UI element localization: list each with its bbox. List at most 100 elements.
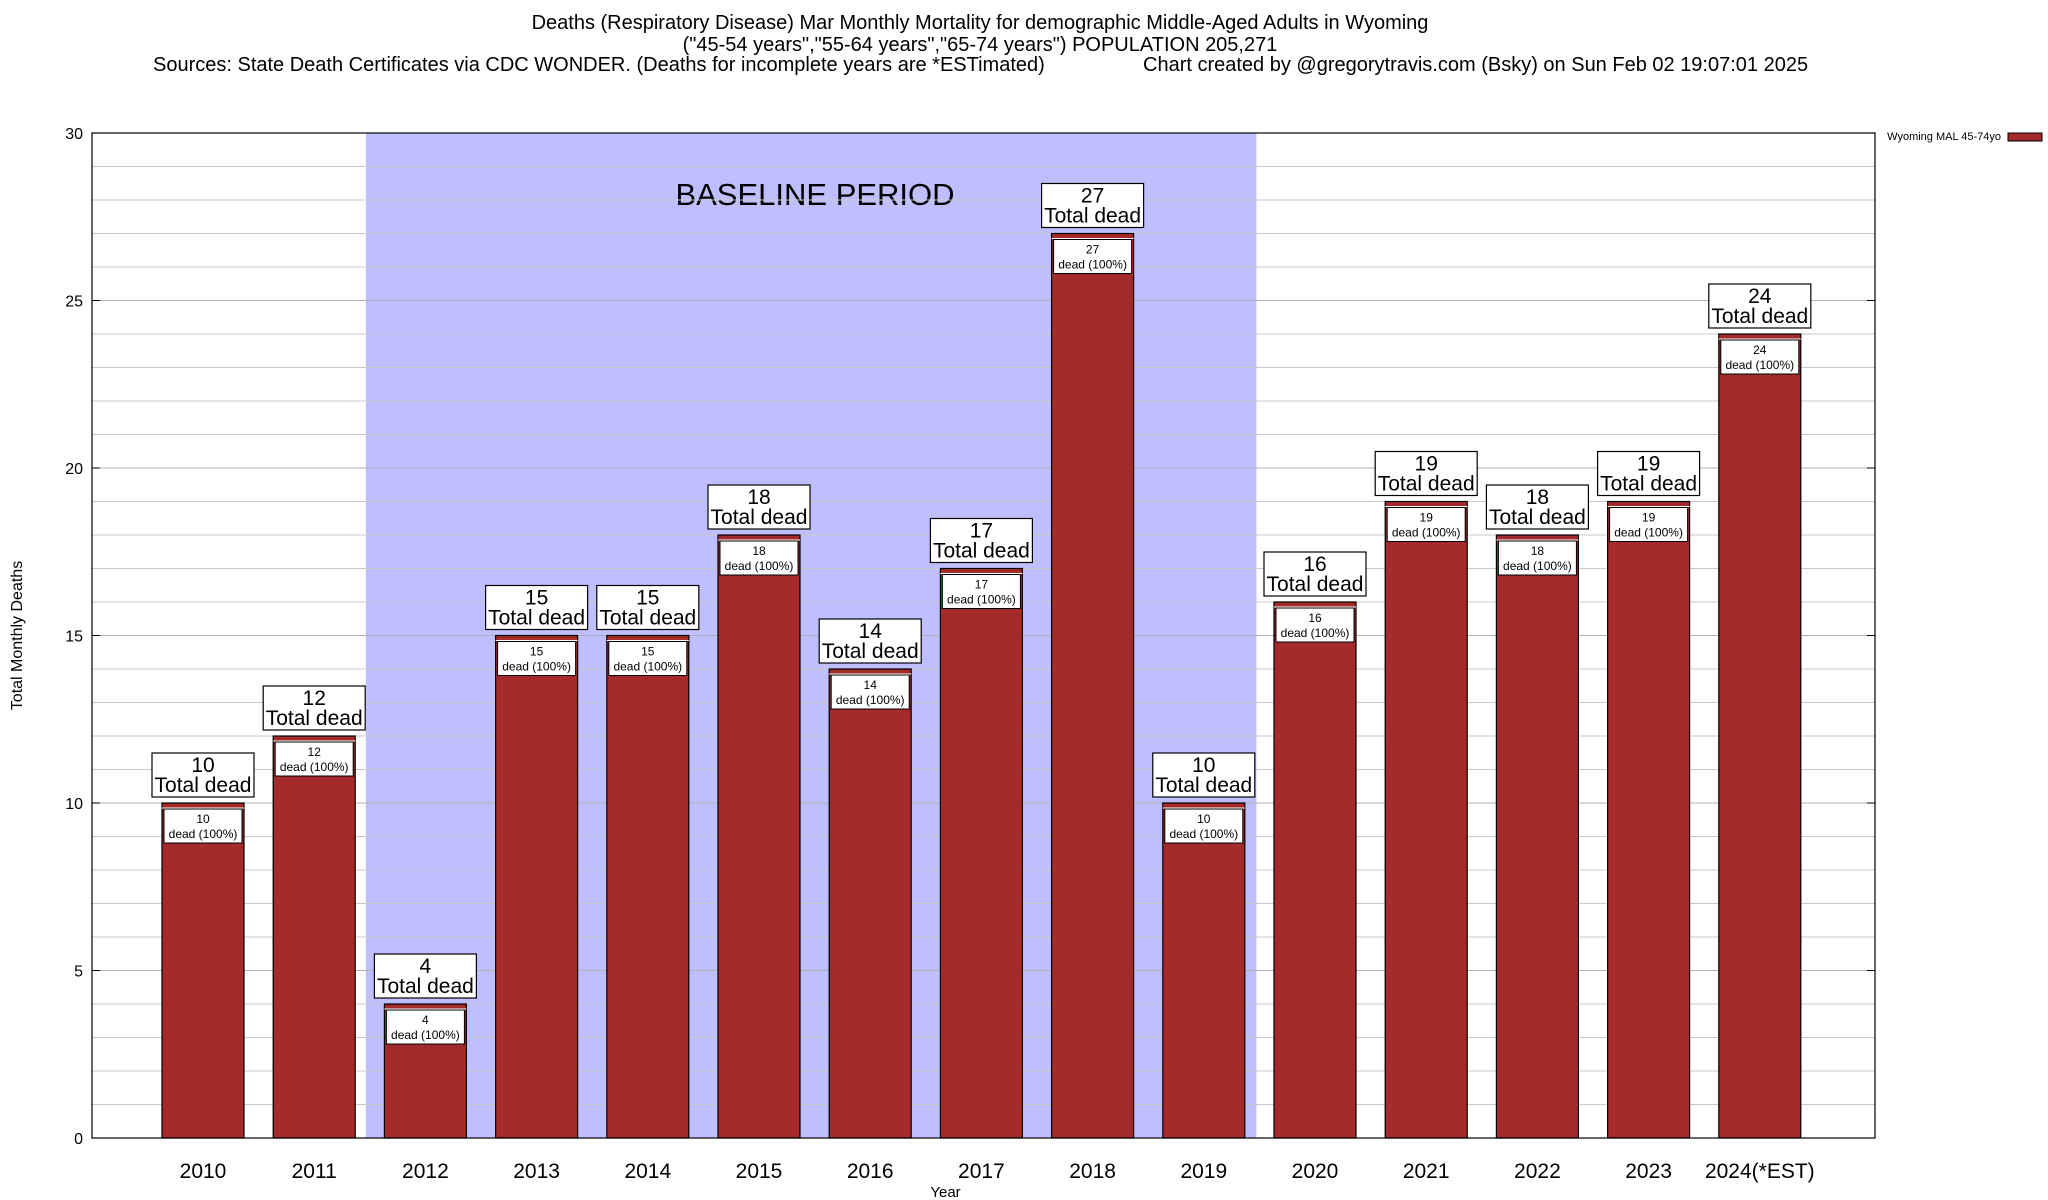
total-label-text: Total dead <box>822 640 919 663</box>
inner-label-text: dead (100%) <box>836 693 905 707</box>
bar <box>828 668 912 1139</box>
total-label-text: Total dead <box>266 707 363 730</box>
total-label-text: Total dead <box>599 607 696 630</box>
inner-label-text: dead (100%) <box>1614 526 1683 540</box>
bars <box>161 232 1802 1139</box>
total-label-box <box>262 685 366 731</box>
axes: 2010 2011 2012 2013 2014 2015 2016 2017 2018 2019… <box>9 126 1876 1200</box>
y-tick-label: 15 <box>65 629 83 646</box>
x-tick-label: 2014 <box>624 1160 671 1183</box>
y-tick-label: 5 <box>74 964 83 981</box>
bar <box>1273 601 1357 1139</box>
bar <box>1050 232 1135 1139</box>
bar <box>717 534 801 1139</box>
total-label-value: 15 <box>636 587 659 610</box>
total-label-box <box>1040 182 1145 229</box>
total-label-value: 24 <box>1748 285 1772 308</box>
total-label-value: 14 <box>859 620 883 643</box>
inner-label-text: dead (100%) <box>1392 526 1461 540</box>
x-tick-label: 2013 <box>513 1160 560 1183</box>
inner-label-value: 18 <box>1531 544 1545 558</box>
y-axis-title: Total Monthly Deaths <box>9 561 26 710</box>
inner-label-box <box>830 674 910 710</box>
chart-credit: Chart created by @gregorytravis.com (Bsk… <box>1143 54 1809 76</box>
total-label-text: Total dead <box>1600 473 1697 496</box>
legend-swatch <box>2007 132 2043 142</box>
inner-label-value: 27 <box>1086 243 1100 257</box>
total-label-box <box>151 752 255 798</box>
total-label-value: 19 <box>1637 453 1660 476</box>
x-tick-label: 2012 <box>402 1160 449 1183</box>
inner-label-box <box>719 540 799 576</box>
total-label-text: Total dead <box>1711 305 1808 328</box>
inner-label-text: dead (100%) <box>725 559 794 573</box>
total-label-box <box>1374 450 1478 497</box>
chart-source: Sources: State Death Certificates via CD… <box>153 54 1045 76</box>
y-tick-label: 20 <box>65 461 83 478</box>
inner-label-text: dead (100%) <box>947 593 1016 607</box>
total-label-text: Total dead <box>933 540 1030 563</box>
x-tick-label: 2018 <box>1069 1160 1116 1183</box>
inner-label-text: dead (100%) <box>1169 827 1238 841</box>
total-label-box <box>485 584 589 631</box>
bar <box>606 634 690 1139</box>
total-label-text: Total dead <box>1155 774 1252 797</box>
inner-label-box <box>1720 339 1800 375</box>
total-label-box <box>1708 283 1812 329</box>
inner-label-value: 10 <box>196 812 210 826</box>
total-label-value: 10 <box>191 754 214 777</box>
total-label-text: Total dead <box>155 774 252 797</box>
inner-label-value: 18 <box>752 544 766 558</box>
total-label-box <box>596 584 700 631</box>
inner-label-box <box>1275 607 1355 643</box>
x-tick-label: 2010 <box>180 1160 227 1183</box>
inner-label-value: 16 <box>1308 611 1322 625</box>
x-tick-label: 2016 <box>847 1160 894 1183</box>
x-tick-label: 2019 <box>1180 1160 1227 1183</box>
total-label-value: 17 <box>970 520 993 543</box>
total-label-text: Total dead <box>377 975 474 998</box>
y-tick-label: 30 <box>65 126 83 143</box>
inner-label-text: dead (100%) <box>1058 258 1127 272</box>
total-label-text: Total dead <box>1489 506 1586 529</box>
total-label-text: Total dead <box>1267 573 1364 596</box>
inner-label-box <box>497 641 577 676</box>
inner-label-box <box>1164 808 1244 844</box>
bar <box>161 802 245 1139</box>
total-label-value: 15 <box>525 587 548 610</box>
inner-label-text: dead (100%) <box>1725 358 1794 372</box>
total-label-value: 19 <box>1415 453 1438 476</box>
total-label-value: 12 <box>303 687 326 710</box>
chart-subtitle: ("45-54 years","55-64 years","65-74 year… <box>682 34 1278 56</box>
inner-label-value: 17 <box>975 578 989 592</box>
inner-label-box <box>1497 540 1577 576</box>
total-label-box <box>1485 484 1590 530</box>
chart-title: Deaths (Respiratory Disease) Mar Monthly… <box>531 12 1429 34</box>
total-label-value: 4 <box>420 955 432 978</box>
legend-label: Wyoming MAL 45-74yo <box>1887 131 2001 143</box>
inner-label-text: dead (100%) <box>613 660 682 674</box>
total-label-box <box>707 484 811 530</box>
inner-label-value: 14 <box>864 678 878 692</box>
inner-label-box <box>941 574 1021 609</box>
x-tick-label: 2022 <box>1514 1160 1561 1183</box>
bar <box>272 735 356 1139</box>
inner-label-value: 19 <box>1642 511 1656 525</box>
bar <box>1495 534 1580 1139</box>
inner-label-value: 24 <box>1753 343 1767 357</box>
y-tick-label: 10 <box>65 796 83 813</box>
inner-label-box <box>608 641 688 676</box>
total-label-value: 10 <box>1192 754 1215 777</box>
inner-label-value: 19 <box>1420 511 1434 525</box>
inner-label-value: 4 <box>422 1013 429 1027</box>
bar <box>495 634 579 1139</box>
total-label-text: Total dead <box>488 607 585 630</box>
x-tick-label: 2020 <box>1292 1160 1339 1183</box>
y-tick-label: 25 <box>65 294 83 311</box>
total-label-box <box>1596 450 1701 497</box>
bar <box>1606 500 1691 1139</box>
total-label-box <box>373 953 477 999</box>
bar <box>1162 802 1246 1139</box>
baseline-period-label: BASELINE PERIOD <box>675 177 954 212</box>
